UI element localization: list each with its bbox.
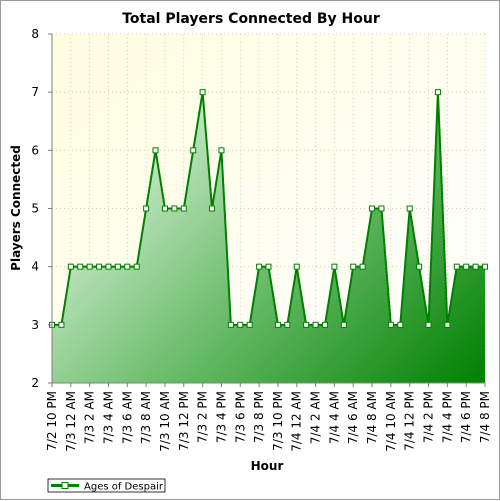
data-point: [246, 321, 253, 328]
data-point: [133, 263, 140, 270]
x-tick-label: 7/4 2 AM: [309, 391, 323, 444]
data-point: [237, 321, 244, 328]
x-tick-label: 7/3 12 PM: [177, 391, 191, 451]
x-tick-label: 7/3 4 AM: [101, 391, 115, 444]
legend: Ages of Despair: [47, 478, 166, 493]
data-point: [387, 321, 394, 328]
y-tick-label: 5: [31, 202, 39, 216]
data-point: [227, 321, 234, 328]
x-tick-label: 7/3 10 AM: [158, 391, 172, 452]
data-point: [453, 263, 460, 270]
data-point: [472, 263, 479, 270]
data-point: [312, 321, 319, 328]
x-tick-label: 7/3 12 AM: [64, 391, 78, 452]
data-point: [209, 205, 216, 212]
y-tick-label: 8: [31, 27, 39, 41]
data-point: [463, 263, 470, 270]
legend-box: [47, 478, 166, 493]
x-tick-label: 7/4 10 AM: [384, 391, 398, 452]
data-point: [77, 263, 84, 270]
data-point: [256, 263, 263, 270]
data-point: [114, 263, 121, 270]
data-point: [434, 89, 441, 96]
series-points: [49, 89, 488, 328]
data-point: [340, 321, 347, 328]
data-point: [369, 205, 376, 212]
x-tick-label: 7/4 12 AM: [290, 391, 304, 452]
data-point: [303, 321, 310, 328]
data-point: [199, 89, 206, 96]
chart-title: Total Players Connected By Hour: [122, 11, 380, 27]
x-tick-label: 7/4 6 AM: [346, 391, 360, 444]
data-point: [143, 205, 150, 212]
data-point: [359, 263, 366, 270]
data-point: [265, 263, 272, 270]
x-tick-label: 7/4 2 PM: [422, 391, 436, 443]
x-axis-title: Hour: [251, 459, 284, 473]
data-point: [152, 147, 159, 154]
y-tick-label: 4: [31, 260, 39, 274]
data-point: [86, 263, 93, 270]
data-point: [397, 321, 404, 328]
data-point: [321, 321, 328, 328]
legend-label: Ages of Despair: [84, 482, 164, 493]
y-tick-label: 3: [31, 318, 39, 332]
x-tick-label: 7/4 4 AM: [327, 391, 341, 444]
data-point: [67, 263, 74, 270]
x-tick-label: 7/3 6 AM: [120, 391, 134, 444]
data-point: [105, 263, 112, 270]
x-axis-ticks: 7/2 10 PM 7/3 12 AM 7/3 2 AM 7/3 4 AM 7/3 6 …: [45, 383, 492, 452]
data-point: [284, 321, 291, 328]
data-point: [331, 263, 338, 270]
legend-marker: [61, 482, 69, 489]
x-tick-label: 7/3 10 PM: [271, 391, 285, 451]
x-tick-label: 7/4 6 PM: [459, 391, 473, 443]
y-axis-ticks: 2 3 4 5 6 7 8: [31, 27, 52, 390]
x-tick-label: 7/4 4 PM: [440, 391, 454, 443]
data-point: [171, 205, 178, 212]
data-point: [218, 147, 225, 154]
data-point: [58, 321, 65, 328]
x-tick-label: 7/3 6 PM: [233, 391, 247, 443]
data-point: [444, 321, 451, 328]
data-point: [425, 321, 432, 328]
data-point: [190, 147, 197, 154]
y-tick-label: 6: [31, 143, 39, 157]
x-tick-label: 7/4 8 PM: [478, 391, 492, 443]
data-point: [378, 205, 385, 212]
data-point: [161, 205, 168, 212]
y-axis-title: Players Connected: [9, 145, 23, 271]
data-point: [124, 263, 131, 270]
y-tick-label: 2: [31, 376, 39, 390]
data-point: [180, 205, 187, 212]
data-point: [293, 263, 300, 270]
y-tick-label: 7: [31, 85, 39, 99]
data-point: [274, 321, 281, 328]
data-point: [406, 205, 413, 212]
data-point: [350, 263, 357, 270]
x-tick-label: 7/3 8 PM: [252, 391, 266, 443]
x-tick-label: 7/4 12 PM: [403, 391, 417, 451]
x-tick-label: 7/3 2 AM: [83, 391, 97, 444]
x-tick-label: 7/2 10 PM: [45, 391, 59, 451]
data-point: [96, 263, 103, 270]
series-area-fill: [52, 92, 485, 384]
data-point: [482, 263, 488, 270]
x-tick-label: 7/3 8 AM: [139, 391, 153, 444]
x-tick-label: 7/3 2 PM: [196, 391, 210, 443]
x-tick-label: 7/3 4 PM: [214, 391, 228, 443]
data-point: [416, 263, 423, 270]
x-tick-label: 7/4 8 AM: [365, 391, 379, 444]
